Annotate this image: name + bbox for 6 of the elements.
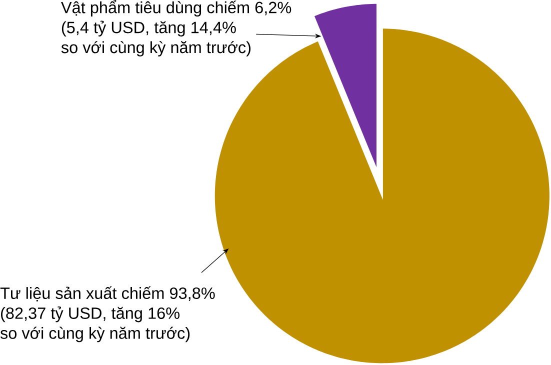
text: so với cùng kỳ năm trước) — [0, 326, 190, 342]
text: (82,37 tỷ USD, tăng 16% — [1, 306, 180, 322]
text: (5,4 tỷ USD, tăng 14,4% — [62, 20, 236, 37]
slice-label: Vật phẩm tiêu dùng chiếm 6,2% — [60, 0, 292, 17]
text: so với cùng kỳ năm trước) — [61, 41, 250, 57]
slice-label: Tư liệu sản xuất chiếm 93,8% — [0, 286, 215, 302]
